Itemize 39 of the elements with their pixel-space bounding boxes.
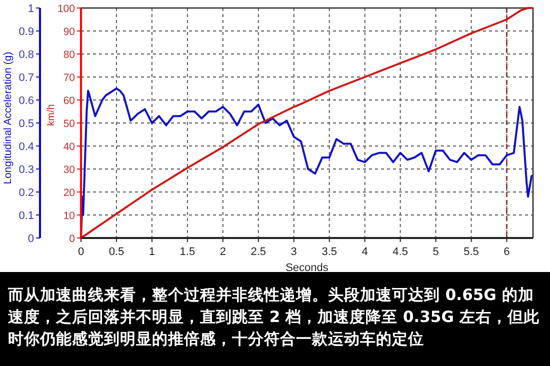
- x-tick-label: 5: [432, 246, 439, 258]
- x-tick-label: 0.5: [108, 246, 124, 258]
- x-tick-label: 2.5: [250, 246, 266, 258]
- x-tick-label: 1.5: [180, 246, 196, 258]
- y-tick-label: 0.5: [18, 118, 34, 130]
- x-tick-label: 6: [504, 246, 510, 258]
- x-tick-label: 1: [148, 246, 156, 258]
- y2-axis-title: km/h: [46, 104, 57, 126]
- x-tick-label: 3.5: [322, 246, 337, 258]
- y-tick-label: 1: [28, 3, 34, 15]
- y-tick-label: 0.7: [18, 72, 34, 84]
- x-tick-label: 4: [362, 246, 368, 258]
- text: 而从加速曲线来看，整个过程并非线性递增。头段加速可达到 0.65G 的加速度，之后回落并不明显，直到跳至 2 档，加速度降至 0.35G 左右，但此时你仍能感觉到明显的推倍感，十分符合一款运动车的定位: [8, 286, 540, 348]
- y-axis-title: Longitudinal Acceleration (g): [2, 52, 14, 184]
- x-axis-title: Seconds: [286, 262, 329, 274]
- y-tick-label: 0.9: [18, 26, 34, 38]
- y-tick-label: 0.3: [18, 164, 34, 176]
- x-tick-label: 5.5: [464, 246, 479, 258]
- y-tick-label: 0.4: [18, 141, 34, 153]
- y2-tick-label: 50: [63, 118, 76, 130]
- x-tick-label: 3: [290, 246, 297, 258]
- y2-tick-label: 20: [63, 187, 76, 199]
- y-tick-label: 0.1: [18, 210, 34, 222]
- x-tick-label: 2: [220, 246, 226, 258]
- y2-tick-label: 90: [63, 26, 76, 38]
- y-tick-label: 0.8: [18, 49, 34, 61]
- y2-tick-label: 30: [63, 164, 76, 176]
- y2-tick-label: 10: [63, 210, 76, 222]
- x-tick-label: 0: [78, 246, 84, 258]
- y-tick-label: 0: [28, 233, 34, 245]
- y2-tick-label: 60: [63, 95, 76, 107]
- y2-tick-label: 80: [63, 49, 76, 61]
- y-tick-label: 0.6: [18, 95, 34, 107]
- y2-tick-label: 40: [63, 141, 76, 153]
- y2-tick-label: 70: [63, 72, 76, 84]
- x-tick-label: 4.5: [392, 246, 408, 258]
- y2-tick-label: 0: [69, 233, 76, 245]
- y-tick-label: 0.2: [18, 187, 34, 199]
- y2-tick-label: 100: [57, 3, 76, 15]
